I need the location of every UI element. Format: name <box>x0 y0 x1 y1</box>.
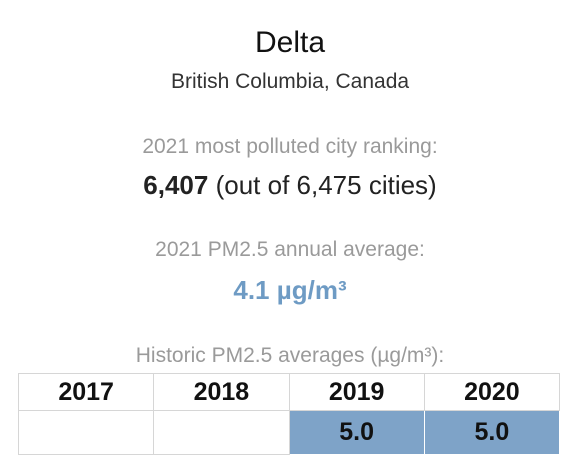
ranking-line: 6,407 (out of 6,475 cities) <box>0 168 580 202</box>
historic-averages-label: Historic PM2.5 averages (µg/m³): <box>135 344 445 367</box>
value-row: 5.0 5.0 <box>17 410 561 455</box>
year-cell-2018: 2018 <box>153 373 290 411</box>
year-row: 2017 2018 2019 2020 <box>17 373 561 411</box>
ranking-value: 6,407 <box>143 170 209 200</box>
year-cell-2017: 2017 <box>17 373 155 411</box>
city-name: Delta <box>254 26 326 59</box>
value-cell-2019: 5.0 <box>288 410 425 455</box>
ranking-label: 2021 most polluted city ranking: <box>142 135 438 158</box>
historic-averages-table: 2017 2018 2019 2020 5.0 5.0 <box>17 373 561 455</box>
region-name: British Columbia, Canada <box>170 70 410 93</box>
value-cell-2020: 5.0 <box>423 410 561 455</box>
annual-average-value: 4.1 µg/m³ <box>233 275 347 305</box>
value-cell-2018 <box>153 410 290 455</box>
ranking-total: (out of 6,475 cities) <box>215 170 437 200</box>
year-cell-2020: 2020 <box>423 373 561 411</box>
year-cell-2019: 2019 <box>288 373 425 411</box>
value-cell-2017 <box>17 410 155 455</box>
annual-average-label: 2021 PM2.5 annual average: <box>155 238 425 261</box>
